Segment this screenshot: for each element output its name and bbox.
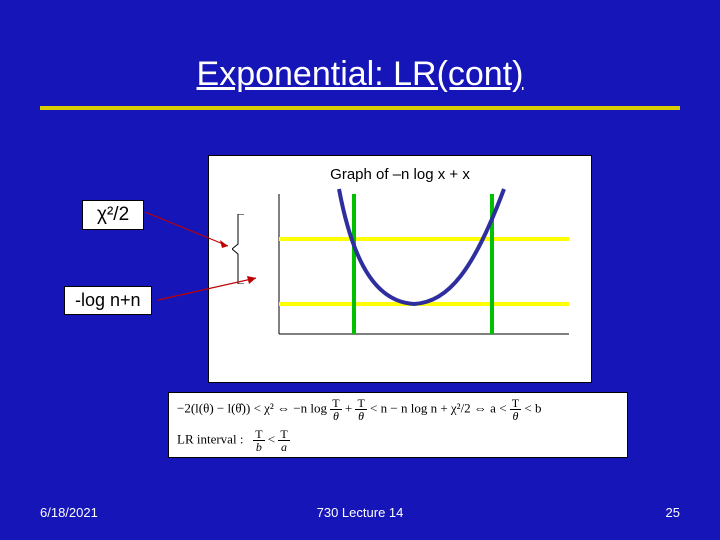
chi-box: χ²/2 <box>82 200 144 230</box>
chart-title: Graph of –n log x + x <box>330 166 470 183</box>
frac4: Tb <box>253 428 264 453</box>
f2-mid4: < <box>268 431 275 446</box>
chart-panel: Graph of –n log x + x <box>208 155 592 383</box>
title-underline <box>40 106 680 110</box>
logn-box: -log n+n <box>64 286 152 315</box>
chi-bracket <box>232 214 246 284</box>
frac5: Ta <box>278 428 289 453</box>
f2-prefix: LR interval : <box>177 431 243 446</box>
frac2: Tθ <box>355 397 366 422</box>
f1-mid2: < n − n log n + χ²/2 ⇔ a < <box>370 400 507 415</box>
frac1: Tθ <box>330 397 341 422</box>
a-label: a <box>338 355 348 376</box>
formula-line-1: −2(l(θ) − l(θ̂)) < χ² ⇔ −n log Tθ + Tθ <… <box>177 397 619 422</box>
footer-page: 25 <box>666 505 680 520</box>
formula-panel: −2(l(θ) − l(θ̂)) < χ² ⇔ −n log Tθ + Tθ <… <box>168 392 628 458</box>
chart-svg <box>259 184 579 344</box>
footer-date: 6/18/2021 <box>40 505 98 520</box>
f1-mid3: < b <box>524 400 541 415</box>
frac3: Tθ <box>510 397 521 422</box>
footer-center: 730 Lecture 14 <box>317 505 404 520</box>
formula-line-2: LR interval : Tb < Ta <box>177 428 619 453</box>
b-label: b <box>485 355 495 376</box>
f1-mid1: + <box>345 400 352 415</box>
slide-title: Exponential: LR(cont) <box>197 55 524 94</box>
f1-prefix: −2(l(θ) − l(θ̂)) < χ² ⇔ −n log <box>177 400 327 415</box>
